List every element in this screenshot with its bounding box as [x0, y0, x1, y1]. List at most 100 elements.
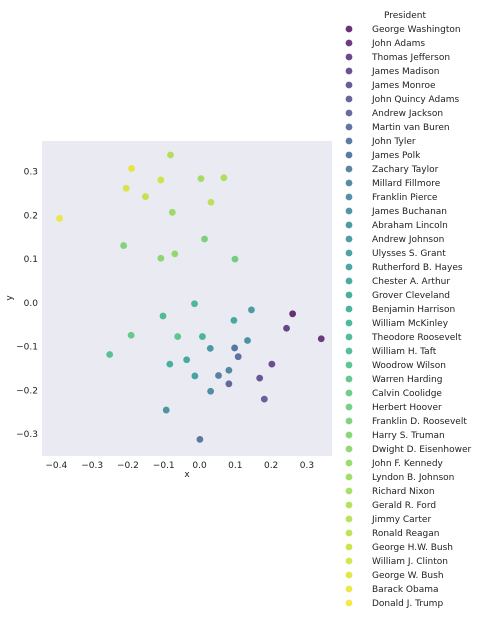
data-point	[198, 333, 206, 340]
legend-label: James Buchanan	[371, 207, 447, 217]
legend-label: Abraham Lincoln	[372, 221, 448, 231]
legend-marker	[345, 207, 353, 215]
legend-label: Dwight D. Eisenhower	[372, 445, 471, 455]
legend-label: William H. Taft	[372, 347, 437, 357]
legend-title: President	[384, 11, 426, 21]
data-point	[56, 215, 63, 222]
legend-marker	[345, 417, 353, 425]
data-point	[215, 372, 222, 379]
legend-item: George W. Bush	[345, 571, 444, 581]
data-point	[283, 324, 290, 332]
legend-item: Woodrow Wilson	[345, 361, 446, 371]
legend-marker	[345, 543, 353, 551]
legend-item: Millard Fillmore	[345, 179, 441, 189]
y-tick-label: −0.2	[16, 386, 38, 396]
legend-marker	[345, 277, 353, 285]
data-point	[120, 242, 128, 249]
legend-item: Lyndon B. Johnson	[345, 473, 454, 483]
legend-items: George Washington John Adams Thomas Jeffer…	[345, 25, 471, 609]
legend-label: Martin van Buren	[372, 123, 450, 133]
legend-marker	[345, 389, 353, 397]
data-point	[231, 255, 239, 263]
legend-item: Warren Harding	[345, 375, 442, 385]
data-point	[191, 300, 198, 308]
y-tick-labels: −0.3 −0.2 −0.1 0.0 0.1 0.2 0.3	[16, 168, 38, 441]
legend-item: Harry S. Truman	[345, 431, 445, 441]
legend-label: Herbert Hoover	[372, 403, 442, 413]
legend-label: Ronald Reagan	[372, 529, 439, 539]
data-point	[230, 316, 238, 324]
legend-item: Andrew Jackson	[345, 109, 443, 119]
legend-item: Donald J. Trump	[345, 599, 443, 609]
data-point	[128, 165, 135, 172]
x-axis-label: x	[184, 470, 190, 480]
legend-marker	[345, 81, 353, 89]
legend-label: Grover Cleveland	[372, 291, 450, 301]
legend-label: John F. Kennedy	[371, 459, 444, 469]
legend-label: Lyndon B. Johnson	[372, 473, 454, 483]
legend-marker	[345, 25, 353, 33]
legend-label: Calvin Coolidge	[372, 389, 442, 399]
legend-label: John Tyler	[371, 137, 416, 147]
legend-label: Andrew Jackson	[372, 109, 443, 119]
legend-label: George Washington	[372, 25, 461, 35]
y-tick-label: 0.0	[24, 299, 39, 309]
data-point	[260, 395, 268, 403]
legend-marker	[345, 529, 353, 537]
legend-label: Franklin Pierce	[372, 193, 438, 203]
data-point	[196, 435, 204, 443]
legend-marker	[345, 221, 353, 229]
x-tick-labels: −0.4 −0.3 −0.2 −0.1 0.0 0.1 0.2 0.3	[45, 461, 314, 471]
data-point	[207, 387, 215, 395]
legend-label: Franklin D. Roosevelt	[372, 417, 467, 427]
legend-marker	[345, 249, 353, 257]
legend-marker	[345, 361, 353, 369]
data-point	[206, 344, 214, 352]
legend-item: Barack Obama	[345, 585, 439, 595]
legend-label: William J. Clinton	[372, 557, 448, 567]
legend-marker	[345, 193, 353, 201]
data-point	[168, 208, 176, 216]
legend-item: Calvin Coolidge	[345, 389, 442, 399]
legend-marker	[345, 109, 353, 117]
legend-marker	[345, 473, 353, 481]
legend-label: John Adams	[371, 39, 425, 49]
legend-item: Dwight D. Eisenhower	[345, 445, 471, 455]
legend-item: Rutherford B. Hayes	[345, 263, 463, 273]
legend-marker	[345, 263, 353, 271]
legend-marker	[345, 599, 353, 607]
legend-marker	[345, 235, 353, 243]
data-point	[171, 250, 179, 258]
legend-item: Chester A. Arthur	[345, 277, 450, 287]
legend-item: William H. Taft	[345, 347, 437, 357]
data-point	[157, 176, 165, 184]
data-point	[157, 254, 165, 262]
legend-item: Benjamin Harrison	[345, 305, 455, 315]
legend-marker	[345, 347, 353, 355]
data-point	[207, 198, 215, 206]
legend-marker	[345, 67, 353, 75]
data-point	[225, 380, 233, 388]
data-point	[174, 333, 182, 340]
legend-marker	[345, 137, 353, 145]
legend-item: James Buchanan	[345, 207, 447, 217]
legend-marker	[345, 333, 353, 341]
data-point	[225, 366, 233, 374]
legend-item: Ulysses S. Grant	[345, 249, 446, 259]
legend-item: Jimmy Carter	[345, 515, 431, 525]
legend: President George Washington John Adams Tho…	[345, 11, 471, 609]
data-point	[166, 360, 174, 368]
legend-marker	[345, 431, 353, 439]
x-tick-label: 0.0	[192, 461, 207, 471]
legend-marker	[345, 403, 353, 411]
points-layer	[56, 151, 325, 443]
legend-marker	[345, 319, 353, 327]
x-tick-label: −0.3	[81, 461, 103, 471]
y-tick-label: −0.1	[16, 343, 38, 353]
legend-item: Franklin D. Roosevelt	[345, 417, 467, 427]
data-point	[231, 344, 239, 352]
legend-item: Zachary Taylor	[345, 165, 439, 175]
legend-item: Abraham Lincoln	[345, 221, 448, 231]
data-point	[127, 331, 135, 339]
legend-marker	[345, 123, 353, 131]
